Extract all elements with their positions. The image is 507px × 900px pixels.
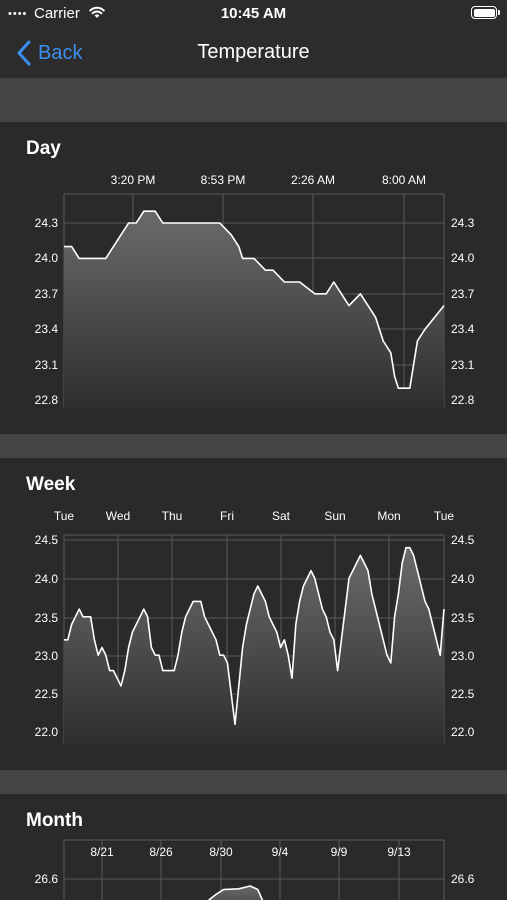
month-chart: 8/21 8/26 8/30 9/4 9/9 9/13 26.6 26.6 bbox=[35, 839, 475, 900]
y-tick-label-right: 24.0 bbox=[451, 572, 475, 586]
y-tick-label-right: 23.5 bbox=[451, 611, 475, 625]
y-tick-label-left: 23.1 bbox=[35, 358, 59, 372]
x-tick-label: 8:00 AM bbox=[382, 173, 426, 187]
y-tick-label-right: 23.4 bbox=[451, 322, 475, 336]
week-chart: Tue Wed Thu Fri Sat Sun Mon Tue 24.5 24.5 24.0 24.0… bbox=[35, 509, 475, 744]
x-tick-label: 8/30 bbox=[209, 845, 233, 859]
series-line bbox=[64, 546, 445, 726]
page-title: Temperature bbox=[197, 41, 310, 63]
series-line bbox=[207, 885, 264, 900]
week-card: Week Tue Wed Thu Fri Sat Sun Mon Tue 24.5 24.5 24.… bbox=[0, 458, 507, 770]
section-separator bbox=[0, 78, 507, 122]
week-title: Week bbox=[26, 474, 76, 495]
x-tick-label: 8/26 bbox=[149, 845, 173, 859]
series-area bbox=[64, 547, 444, 744]
carrier-label: Carrier bbox=[34, 5, 80, 22]
y-tick-label-right: 23.7 bbox=[451, 287, 475, 301]
x-tick-label: Sun bbox=[324, 509, 345, 523]
y-tick-label-right: 23.1 bbox=[451, 358, 475, 372]
x-tick-label: 8:53 PM bbox=[201, 173, 246, 187]
x-tick-label: Tue bbox=[434, 509, 455, 523]
y-tick-label-right: 24.5 bbox=[451, 533, 475, 547]
y-tick-label-left: 23.4 bbox=[35, 322, 59, 336]
section-separator bbox=[0, 434, 507, 458]
y-tick-label-left: 23.0 bbox=[35, 649, 59, 663]
y-tick-label-right: 22.0 bbox=[451, 725, 475, 739]
month-title: Month bbox=[26, 810, 83, 831]
status-time: 10:45 AM bbox=[220, 5, 287, 22]
y-tick-label-right: 23.0 bbox=[451, 649, 475, 663]
y-tick-label-left: 24.5 bbox=[35, 533, 59, 547]
y-tick-label-left: 22.0 bbox=[35, 725, 59, 739]
section-separator bbox=[0, 770, 507, 794]
x-tick-label: 9/13 bbox=[387, 845, 411, 859]
day-card: Day 3:20 PM 8:53 PM 2:26 AM 8:00 AM 24.3 24.3… bbox=[0, 122, 507, 434]
status-bar: •••• Carrier 10:45 AM bbox=[0, 0, 507, 28]
y-tick-label-left: 22.5 bbox=[35, 687, 59, 701]
x-tick-label: Wed bbox=[106, 509, 130, 523]
y-tick-label-left: 24.3 bbox=[35, 216, 59, 230]
y-tick-label-right: 24.0 bbox=[451, 251, 475, 265]
x-tick-label: Tue bbox=[54, 509, 75, 523]
y-tick-label-left: 22.8 bbox=[35, 393, 59, 407]
day-chart: 3:20 PM 8:53 PM 2:26 AM 8:00 AM 24.3 24.3 24.0… bbox=[35, 173, 475, 408]
y-tick-label-right: 24.3 bbox=[451, 216, 475, 230]
x-tick-label: Fri bbox=[220, 509, 234, 523]
y-tick-label-left: 24.0 bbox=[35, 251, 59, 265]
x-tick-label: Mon bbox=[377, 509, 400, 523]
x-tick-label: 3:20 PM bbox=[111, 173, 156, 187]
y-tick-label-left: 24.0 bbox=[35, 572, 59, 586]
y-tick-label-left: 23.5 bbox=[35, 611, 59, 625]
x-tick-label: Thu bbox=[162, 509, 183, 523]
series-area bbox=[208, 886, 263, 900]
navigation-bar: Back Temperature bbox=[0, 28, 507, 78]
x-tick-label: 9/4 bbox=[272, 845, 289, 859]
y-tick-label-left: 23.7 bbox=[35, 287, 59, 301]
back-button[interactable]: Back bbox=[14, 38, 82, 68]
series-line bbox=[64, 210, 445, 389]
y-tick-label-right: 22.5 bbox=[451, 687, 475, 701]
day-title: Day bbox=[26, 138, 61, 159]
month-card: Month 8/21 8/26 8/30 9/4 9/9 9/13 26.6 26.6 bbox=[0, 794, 507, 900]
y-tick-label-right: 22.8 bbox=[451, 393, 475, 407]
back-label: Back bbox=[38, 41, 83, 64]
x-tick-label: 9/9 bbox=[331, 845, 348, 859]
x-tick-label: Sat bbox=[272, 509, 291, 523]
y-tick-label-right: 26.6 bbox=[451, 872, 475, 886]
signal-dots: •••• bbox=[8, 8, 28, 20]
y-tick-label-left: 26.6 bbox=[35, 872, 59, 886]
battery-icon bbox=[471, 6, 500, 19]
chevron-left-icon bbox=[17, 40, 31, 66]
x-tick-label: 2:26 AM bbox=[291, 173, 335, 187]
series-area bbox=[64, 211, 444, 408]
wifi-icon bbox=[89, 6, 105, 18]
x-tick-label: 8/21 bbox=[90, 845, 114, 859]
